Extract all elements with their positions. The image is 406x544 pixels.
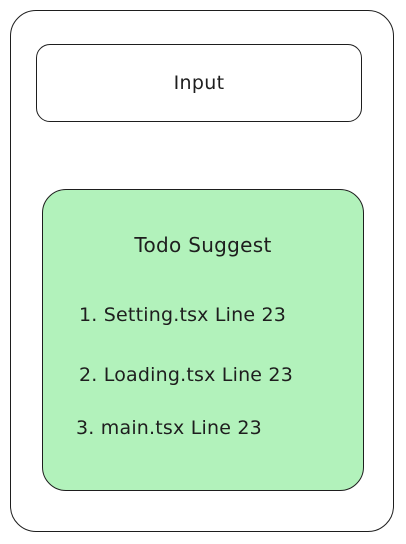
suggest-item-loading[interactable]: 2. Loading.tsx Line 23 <box>79 364 294 386</box>
input-field[interactable]: Input <box>36 44 362 122</box>
todo-suggest-title: Todo Suggest <box>134 233 272 257</box>
suggest-item-setting[interactable]: 1. Setting.tsx Line 23 <box>79 304 287 326</box>
input-label: Input <box>173 72 225 94</box>
todo-suggest-panel: Todo Suggest 1. Setting.tsx Line 23 2. L… <box>42 189 364 491</box>
suggest-item-main[interactable]: 3. main.tsx Line 23 <box>76 417 262 439</box>
